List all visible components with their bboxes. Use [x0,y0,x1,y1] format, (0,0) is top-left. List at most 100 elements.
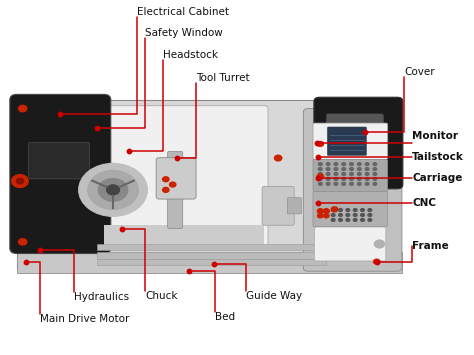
Circle shape [319,182,322,185]
Circle shape [334,182,338,185]
Circle shape [365,168,369,170]
Text: Bed: Bed [215,312,236,322]
Circle shape [361,219,365,222]
Circle shape [318,209,323,213]
Circle shape [334,173,338,175]
Text: Headstock: Headstock [164,50,219,60]
Text: Chuck: Chuck [145,291,178,301]
FancyBboxPatch shape [97,252,326,259]
Circle shape [368,209,372,212]
FancyBboxPatch shape [97,259,326,265]
Text: Electrical Cabinet: Electrical Cabinet [137,7,229,17]
Circle shape [334,168,338,170]
Text: Tailstock: Tailstock [412,152,464,162]
Circle shape [169,182,176,187]
Circle shape [326,182,330,185]
Circle shape [18,105,27,112]
Circle shape [373,168,377,170]
Circle shape [99,179,128,201]
FancyBboxPatch shape [326,114,383,163]
Circle shape [350,178,353,180]
Circle shape [318,214,323,218]
Circle shape [350,168,353,170]
Circle shape [357,182,361,185]
Circle shape [326,168,330,170]
FancyBboxPatch shape [97,244,326,250]
Circle shape [12,175,28,187]
Circle shape [365,178,369,180]
Text: Carriage: Carriage [412,173,463,183]
Circle shape [324,209,329,213]
Circle shape [373,178,377,180]
Circle shape [374,240,385,248]
Circle shape [357,168,361,170]
Circle shape [331,219,335,222]
Circle shape [342,182,346,185]
Circle shape [163,177,169,182]
FancyBboxPatch shape [313,123,388,159]
Circle shape [373,163,377,165]
Circle shape [373,173,377,175]
FancyBboxPatch shape [303,109,402,271]
Circle shape [338,214,342,217]
Circle shape [318,209,323,213]
Circle shape [350,163,353,165]
Text: Cover: Cover [404,67,435,77]
Text: Safety Window: Safety Window [145,28,223,38]
Circle shape [374,259,380,264]
Text: CNC: CNC [412,198,436,208]
Circle shape [357,163,361,165]
Circle shape [319,168,322,170]
Circle shape [331,209,335,212]
Circle shape [346,214,350,217]
Text: Frame: Frame [412,241,449,251]
Text: Guide Way: Guide Way [246,291,302,301]
Circle shape [342,178,346,180]
Circle shape [319,163,322,165]
FancyBboxPatch shape [97,170,120,209]
Circle shape [334,178,338,180]
Text: Main Drive Motor: Main Drive Motor [40,313,129,324]
Circle shape [338,219,342,222]
FancyBboxPatch shape [287,198,301,214]
FancyBboxPatch shape [17,252,402,273]
FancyBboxPatch shape [314,227,386,261]
Circle shape [368,219,372,222]
Circle shape [346,219,350,222]
Circle shape [342,168,346,170]
Circle shape [88,170,138,209]
Circle shape [319,178,322,180]
Circle shape [317,174,324,179]
Circle shape [361,214,365,217]
FancyBboxPatch shape [313,191,388,226]
Circle shape [18,239,27,245]
Circle shape [353,214,357,217]
FancyBboxPatch shape [104,225,264,246]
Circle shape [350,182,353,185]
Circle shape [274,155,282,161]
Text: Hydraulics: Hydraulics [74,293,129,302]
FancyBboxPatch shape [156,158,196,199]
Circle shape [79,163,147,217]
Circle shape [326,163,330,165]
Circle shape [163,187,169,192]
Text: Tool Turret: Tool Turret [196,73,249,83]
Circle shape [324,209,329,213]
Circle shape [365,173,369,175]
FancyBboxPatch shape [10,94,111,253]
FancyBboxPatch shape [313,159,388,191]
Text: Monitor: Monitor [412,131,458,141]
Circle shape [334,163,338,165]
Circle shape [361,209,365,212]
FancyBboxPatch shape [314,97,403,189]
Circle shape [346,209,350,212]
Circle shape [318,209,323,213]
Polygon shape [17,100,400,269]
Circle shape [357,178,361,180]
Circle shape [368,214,372,217]
Circle shape [353,219,357,222]
Circle shape [365,182,369,185]
FancyBboxPatch shape [262,186,294,225]
Circle shape [338,209,342,212]
Circle shape [331,207,338,212]
